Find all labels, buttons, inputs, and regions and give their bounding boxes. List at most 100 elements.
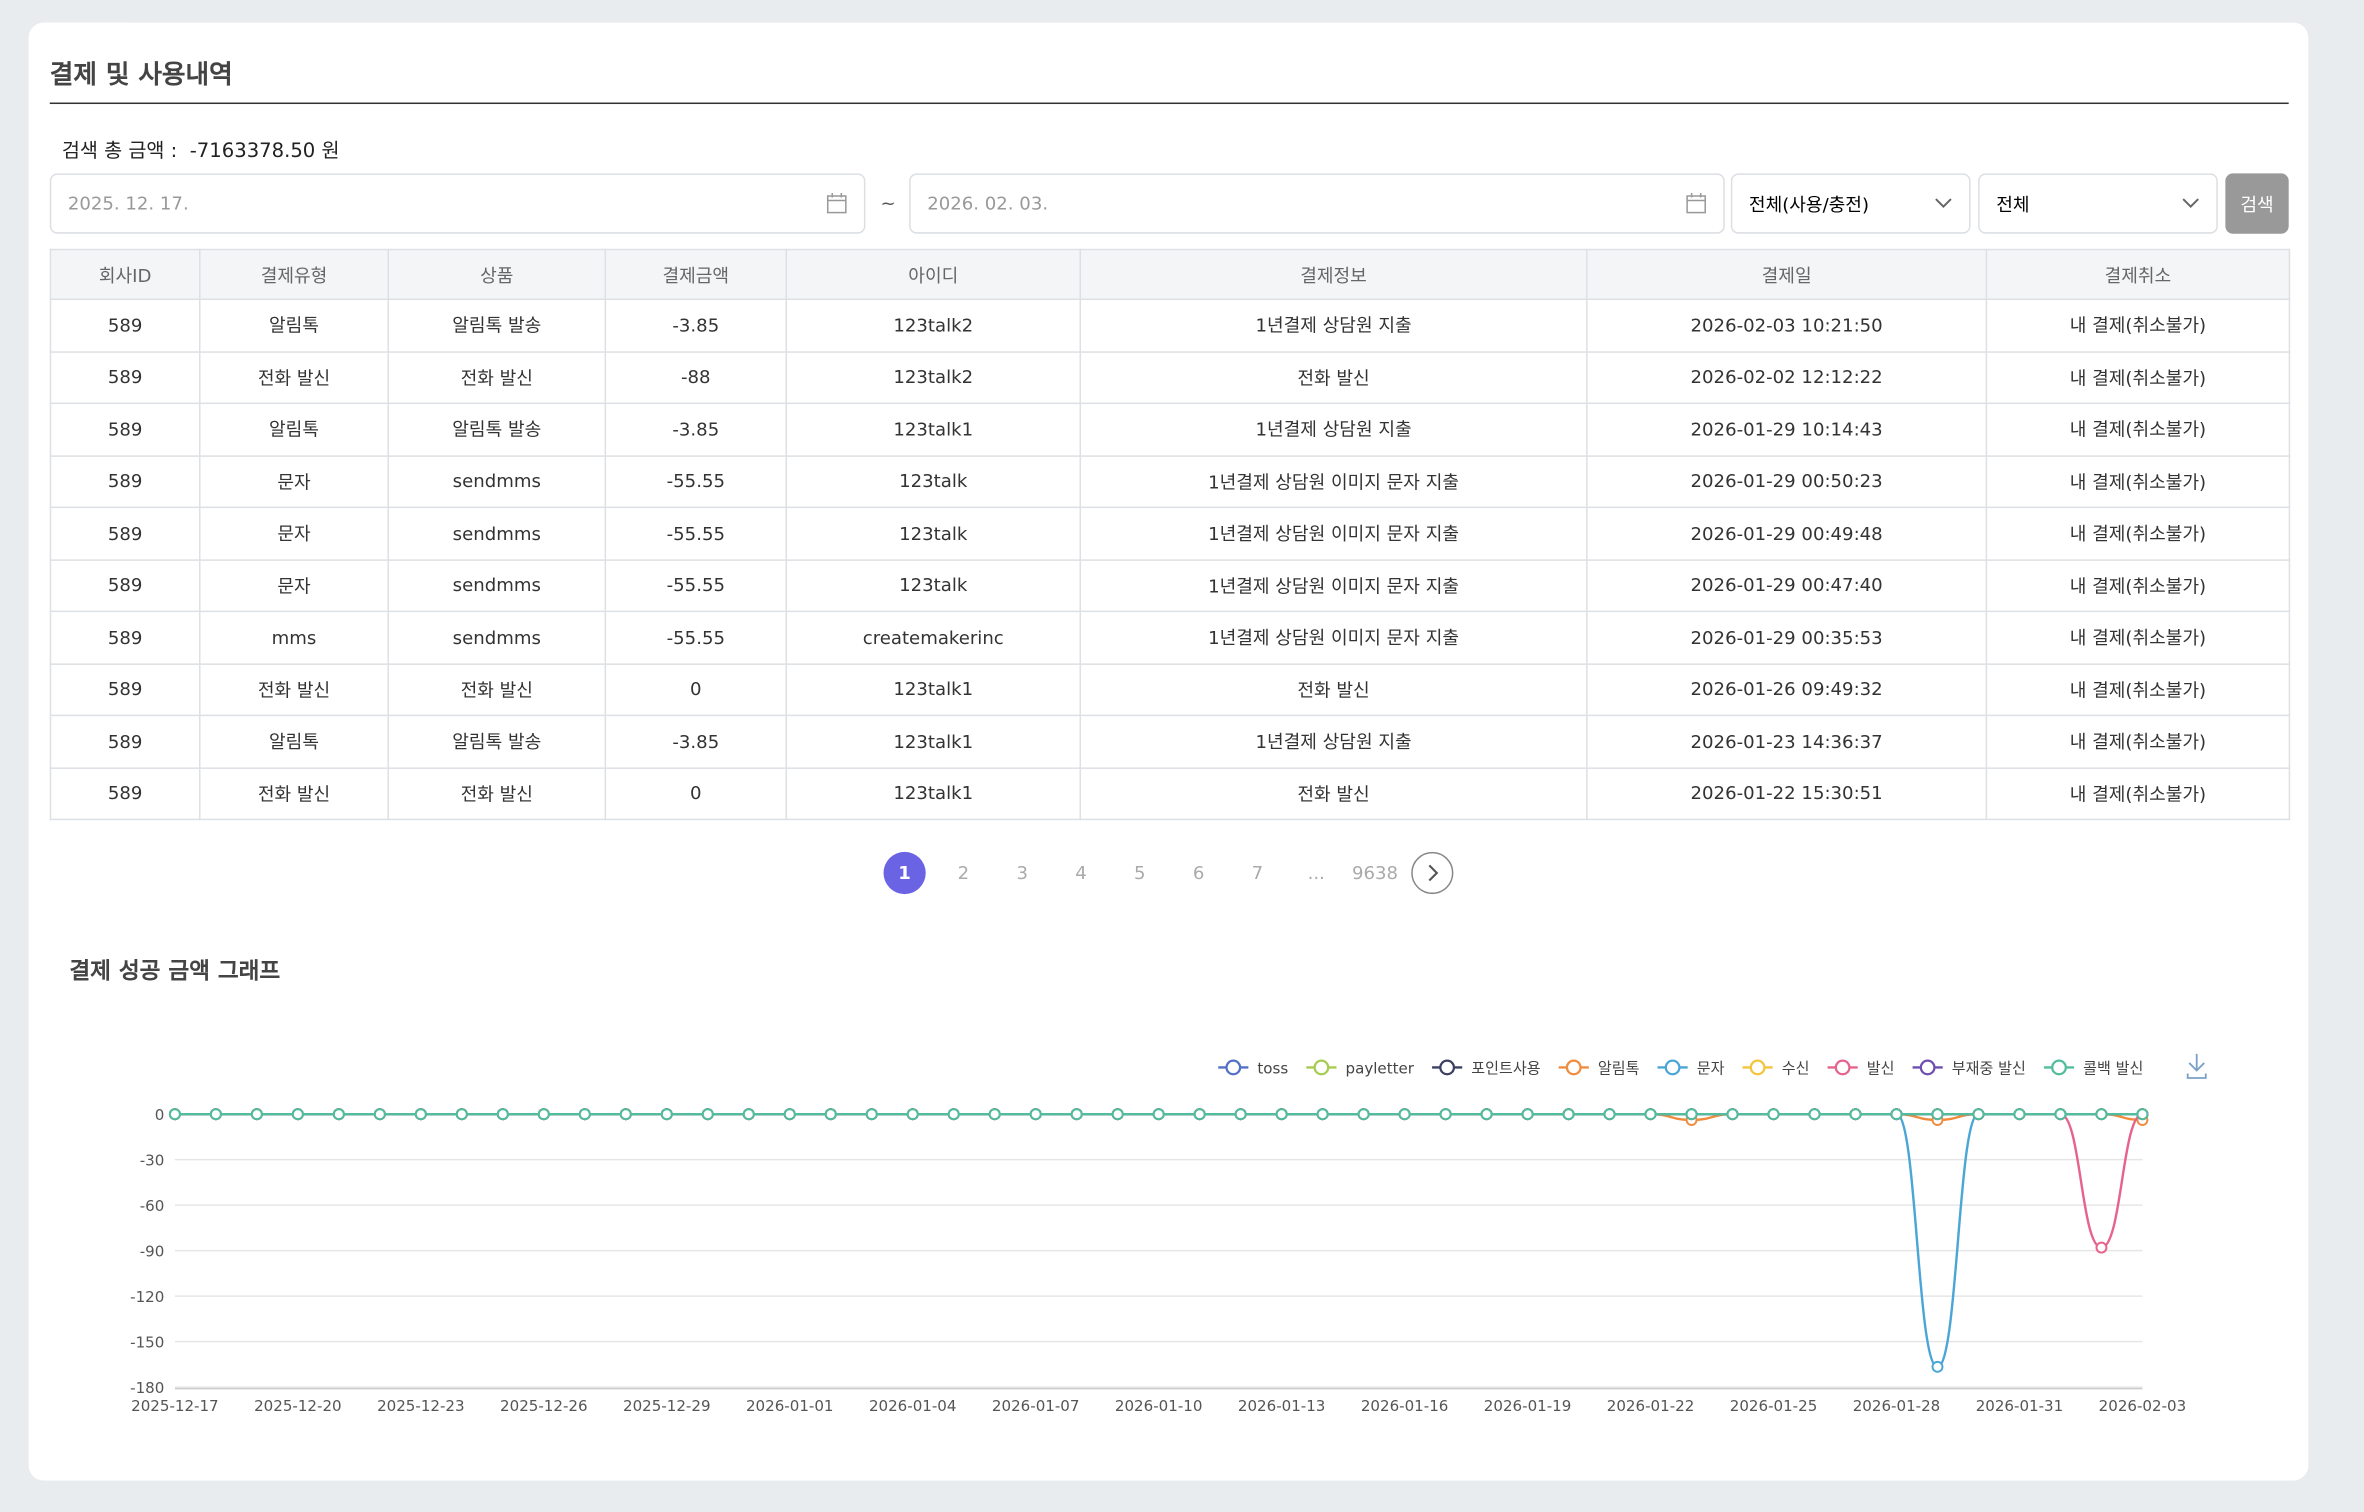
page-button[interactable]: ... [1307,862,1325,884]
x-tick-label: 2025-12-29 [623,1397,711,1415]
data-point [1890,1108,1903,1121]
legend-label: 포인트사용 [1471,1059,1540,1077]
page-button[interactable]: 9638 [1352,862,1399,884]
y-tick-label: -90 [140,1243,165,1261]
y-tick-label: -120 [130,1288,164,1306]
next-page-button[interactable] [1411,851,1454,895]
column-header: 아이디 [785,248,1082,301]
download-icon[interactable] [2186,1053,2207,1079]
table-cell: 알림톡 발송 [387,298,607,353]
table-cell: 전화 발신 [1079,766,1588,821]
data-point [1603,1108,1616,1121]
data-point [1562,1108,1575,1121]
data-point [1193,1108,1206,1121]
search-button[interactable]: 검색 [2225,173,2289,234]
calendar-icon [1686,192,1706,214]
page-button[interactable]: 3 [1016,862,1028,884]
table-cell: 전화 발신 [199,662,389,717]
all-select[interactable]: 전체 [1978,173,2218,234]
data-point [1726,1108,1739,1121]
x-tick-label: 2026-02-03 [2099,1397,2187,1415]
table-cell: 0 [604,766,788,821]
page-button[interactable]: 6 [1192,862,1205,884]
data-point [619,1108,632,1121]
table-cell: 2026-01-22 15:30:51 [1586,766,1988,821]
table-cell: 2026-02-03 10:21:50 [1586,298,1988,353]
table-cell: 알림톡 [199,402,389,457]
column-header: 결제금액 [604,248,788,301]
table-cell: mms [199,610,389,665]
x-tick-label: 2026-01-13 [1238,1397,1326,1415]
type-select[interactable]: 전체(사용/충전) [1730,173,1971,234]
data-point [906,1108,919,1121]
table-cell: 내 결제(취소불가) [1985,350,2291,405]
column-header: 결제일 [1586,248,1988,301]
data-point [1152,1108,1165,1121]
data-point [291,1108,304,1121]
legend-marker [2051,1059,2067,1076]
table-cell: -3.85 [604,714,788,769]
x-tick-label: 2025-12-17 [131,1397,219,1415]
table-cell: sendmms [387,558,607,613]
data-point [783,1108,796,1121]
data-point [1972,1108,1985,1121]
data-point [742,1108,755,1121]
column-header: 회사ID [49,248,201,301]
x-tick-label: 2026-01-01 [746,1397,834,1415]
all-select-value: 전체 [1996,193,2030,215]
data-point [1398,1108,1411,1121]
data-point [1808,1108,1821,1121]
data-point [2013,1108,2026,1121]
table-cell: 589 [49,506,201,561]
table-cell: 2026-01-29 10:14:43 [1586,402,1988,457]
table-cell: 알림톡 [199,714,389,769]
data-point [1111,1108,1124,1121]
data-point [660,1108,673,1121]
table-cell: 전화 발신 [199,766,389,821]
chart-title: 결제 성공 금액 그래프 [69,957,281,985]
table-cell: 1년결제 상담원 이미지 문자 지출 [1079,454,1588,509]
table-cell: 문자 [199,454,389,509]
table-cell: 2026-01-29 00:47:40 [1586,558,1988,613]
table-cell: 589 [49,610,201,665]
legend-marker [1225,1059,1242,1076]
page-button[interactable]: 5 [1134,862,1146,884]
history-table: 회사ID 결제유형 상품 결제금액 아이디 결제정보 결제일 결제취소 589 알림톡 알림톡 발송… [49,248,2291,821]
table-cell: 전화 발신 [387,662,607,717]
page-button[interactable]: 7 [1251,862,1264,884]
data-point [578,1108,591,1121]
table-row: 589 전화 발신 전화 발신 0 123talk1 전화 발신 2026-01-22 15… [49,766,2291,821]
column-header: 결제정보 [1079,248,1588,301]
page-button[interactable]: 1 [883,851,926,895]
table-row: 589 알림톡 알림톡 발송 -3.85 123talk1 1년결제 상담원 지출 2026… [49,714,2291,769]
page-button[interactable]: 2 [957,862,970,884]
table-cell: 123talk2 [785,350,1082,405]
table-cell: 내 결제(취소불가) [1985,454,2291,509]
page-button[interactable]: 4 [1075,862,1087,884]
table-cell: 589 [49,662,201,717]
date-separator: ~ [880,192,896,215]
x-tick-label: 2026-01-07 [992,1397,1080,1415]
start-date-input[interactable]: 2025. 12. 17. [49,173,866,234]
data-point [1685,1108,1698,1121]
data-point [1767,1108,1780,1121]
data-point [2054,1108,2067,1121]
table-cell: 123talk2 [785,298,1082,353]
data-point [1234,1108,1247,1121]
data-point [168,1108,181,1121]
table-cell: 2026-01-29 00:50:23 [1586,454,1988,509]
table-row: 589 mms sendmms -55.55 createmakerinc 1년결제 상담… [49,610,2291,665]
legend-label: 알림톡 [1598,1059,1640,1077]
data-point [2095,1241,2108,1254]
end-date-input[interactable]: 2026. 02. 03. [909,173,1725,234]
table-cell: 2026-02-02 12:12:22 [1586,350,1988,405]
legend-label: toss [1257,1059,1288,1077]
table-cell: 내 결제(취소불가) [1985,662,2291,717]
table-cell: 589 [49,298,201,353]
legend-marker [1664,1059,1681,1076]
table-cell: 123talk [785,454,1082,509]
x-tick-label: 2026-01-22 [1607,1397,1695,1415]
table-cell: 123talk1 [785,402,1082,457]
legend-marker [1749,1059,1766,1076]
divider [49,102,2289,105]
